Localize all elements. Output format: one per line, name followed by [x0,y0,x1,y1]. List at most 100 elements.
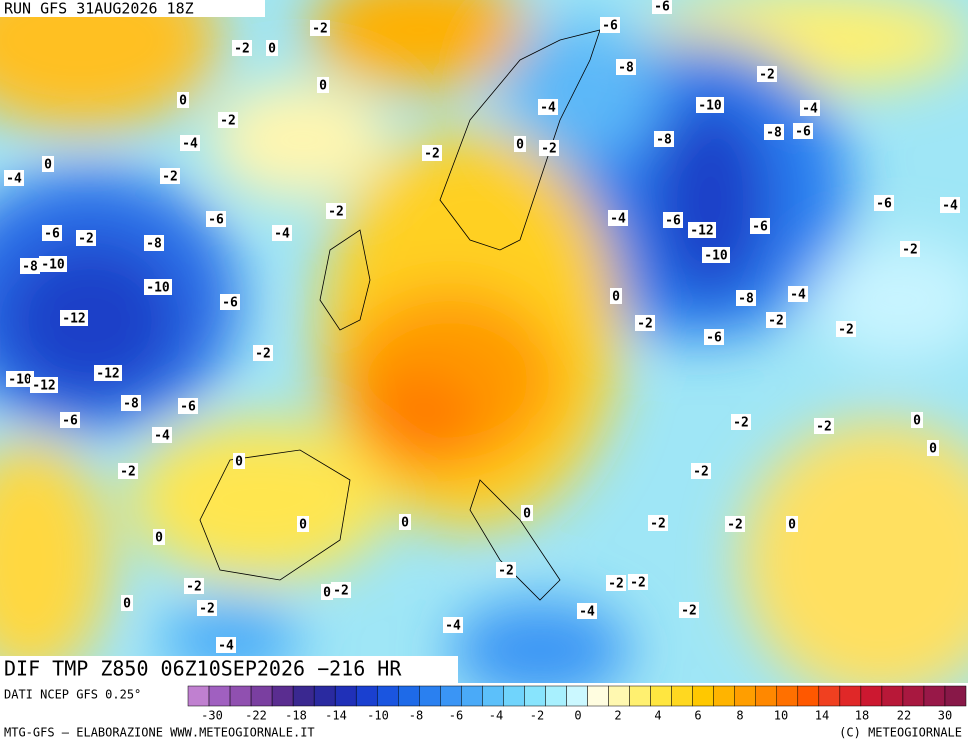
contour-label-box [272,225,292,241]
contour-label-box [874,195,894,211]
colorbar-swatch [608,685,630,707]
contour-label: -6 [62,414,78,429]
contour-label: -2 [162,170,178,185]
contour-label: -2 [199,602,215,617]
contour-label-box [233,453,245,469]
contour-label: -2 [541,142,557,157]
contour-label: -12 [690,224,713,239]
contour-label-box [422,145,442,161]
contour-label: -6 [706,331,722,346]
contour-label-box [663,212,683,228]
contour-label: 0 [523,507,531,522]
colorbar-swatch [860,685,883,707]
contour-label: -6 [752,220,768,235]
colorbar-tick-label: 22 [897,709,911,723]
colorbar-swatch [566,685,588,707]
contour-label: -12 [32,379,55,394]
contour-label: -2 [637,317,653,332]
contour-label: -2 [328,205,344,220]
contour-label: -6 [876,197,892,212]
colorbar-swatch [524,685,546,707]
contour-label: 0 [323,586,331,601]
contour-label-box [704,329,724,345]
contour-label-box [121,595,133,611]
contour-label: 0 [235,455,243,470]
header-box [0,0,265,17]
contour-label-box [652,0,672,14]
contour-label-box [4,170,24,186]
colorbar-swatch [271,685,294,707]
contour-label: -2 [78,232,94,247]
contour-label: -4 [540,101,556,116]
colorbar-swatch [334,685,357,707]
credit: MTG-GFS — ELABORAZIONE WWW.METEOGIORNALE… [4,726,315,740]
colorbar-swatch [545,685,567,707]
contour-label: -8 [22,260,38,275]
contour-label: 0 [788,518,796,533]
contour-label: -2 [816,420,832,435]
contour-label: -6 [665,214,681,229]
contour-label-box [206,211,226,227]
run-label: RUN GFS 31AUG2026 18Z [4,0,194,18]
contour-label-box [628,574,648,590]
colorbar-swatch [482,685,504,707]
contour-label: -4 [802,102,818,117]
colorbar-swatch [461,685,483,707]
contour-label: 0 [299,518,307,533]
colorbar-tick-label: -2 [530,709,544,723]
contour-label-box [635,315,655,331]
contour-label-box [702,247,730,263]
contour-label-box [160,168,180,184]
contour-label: -6 [654,0,670,15]
contour-label: -4 [579,605,595,620]
contour-label-box [521,505,533,521]
colorbar-tick-label: -8 [409,709,423,723]
contour-label: -6 [180,400,196,415]
contour-label-box [800,100,820,116]
contour-label: -2 [234,42,250,57]
contour-label: -2 [424,147,440,162]
contour-label-box [788,286,808,302]
colorbar-tick-label: 8 [736,709,743,723]
contour-label: 0 [929,442,937,457]
contour-label-box [177,92,189,108]
contour-label-box [736,290,756,306]
colorbar-swatch [440,685,462,707]
contour-label-box [766,312,786,328]
colorbar-tick-label: 30 [938,709,952,723]
contour-label-box [900,241,920,257]
colorbar-swatch [208,685,231,707]
contour-label: -2 [608,577,624,592]
contour-label-box [216,637,236,653]
contour-label-box [608,210,628,226]
colorbar-swatch [776,685,799,707]
contour-label-box [600,17,620,33]
contour-label: -10 [698,99,722,114]
contour-label-box [940,197,960,213]
colorbar-swatch [229,685,252,707]
contour-label: 0 [123,597,131,612]
contour-label: -10 [8,373,32,388]
colorbar-swatch [187,685,210,707]
contour-label-box [399,514,411,530]
colorbar-swatch [944,685,967,707]
contour-label: 0 [516,138,524,153]
colorbar-swatch [839,685,862,707]
colorbar-swatch [398,685,420,707]
colorbar-tick-label: -4 [489,709,503,723]
contour-label-box [538,99,558,115]
contour-label-box [764,124,784,140]
contour-label: -10 [704,249,728,264]
title-box [0,656,458,683]
contour-label-box [232,40,252,56]
colorbar-swatch [713,685,735,707]
contour-label-box [539,140,559,156]
contour-label-box [60,310,88,326]
contour-label: -6 [44,227,60,242]
contour-label: 0 [913,414,921,429]
contour-label-box [443,617,463,633]
contour-label-box [648,515,668,531]
contour-label-box [691,463,711,479]
contour-label-box [757,66,777,82]
